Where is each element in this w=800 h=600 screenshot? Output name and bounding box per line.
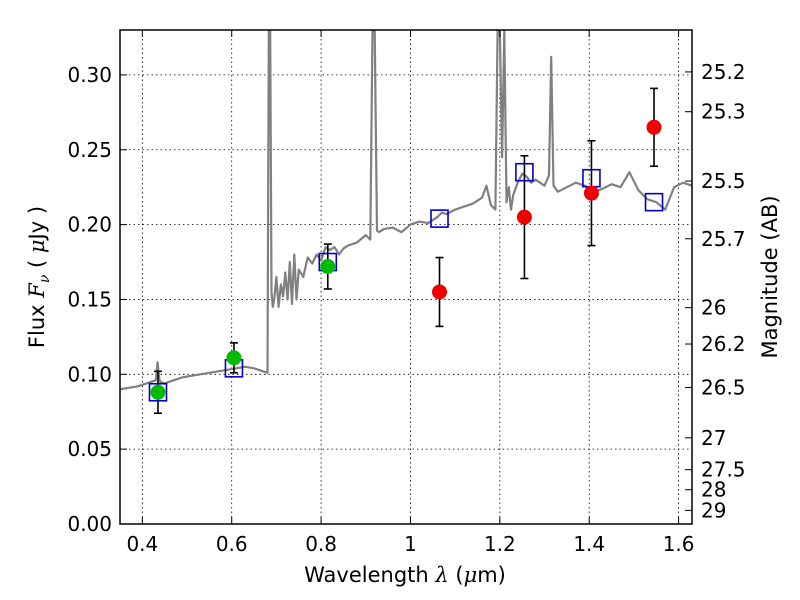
axis-ticks: 0.4 0.6 0.8 1 1.2 1.4 1.6 0.00 0.05 0.10 0.15 0.20 0…	[67, 30, 746, 556]
y2-axis-label: Magnitude (AB)	[758, 195, 782, 358]
mag-tick-label: 27	[701, 426, 726, 450]
mag-tick-label: 25.2	[701, 60, 746, 84]
measured-data-point	[646, 119, 662, 135]
mag-tick-label: 26.5	[701, 375, 746, 399]
model-photometry-marker	[148, 382, 168, 402]
y-tick-label: 0.10	[67, 362, 112, 386]
x-tick-label: 0.6	[216, 532, 248, 556]
model-photometry-marker	[430, 209, 449, 228]
mag-tick-label: 29	[701, 498, 726, 522]
x-tick-label: 1.6	[663, 532, 695, 556]
y-tick-label: 0.05	[67, 437, 112, 461]
mag-tick-label: 28	[701, 478, 726, 502]
model-spectrum-line	[120, 30, 692, 391]
x-tick-label: 1.4	[573, 532, 605, 556]
y-tick-label: 0.15	[67, 287, 112, 311]
x-tick-label: 0.4	[126, 532, 158, 556]
measured-data-point	[516, 209, 532, 225]
x-tick-label: 0.8	[305, 532, 337, 556]
x-axis-label: Wavelength λ (μm)	[304, 563, 506, 587]
model-photometry-marker	[644, 192, 664, 212]
model-photometry-marker	[515, 162, 534, 182]
x-tick-label: 1	[404, 532, 417, 556]
detected-data-point	[320, 259, 336, 275]
x-tick-label: 1.2	[484, 532, 516, 556]
measured-data-point	[432, 284, 448, 300]
plot-area	[120, 30, 692, 415]
mag-tick-label: 26.2	[701, 332, 746, 356]
detected-data-point	[226, 350, 242, 366]
y-tick-label: 0.20	[67, 213, 112, 237]
mag-tick-label: 25.5	[701, 169, 746, 193]
measured-data-point	[583, 185, 599, 201]
mag-tick-label: 25.3	[701, 100, 746, 124]
plot-frame	[119, 29, 693, 525]
y-tick-label: 0.30	[67, 63, 112, 87]
mag-tick-label: 27.5	[701, 458, 746, 482]
y-tick-label: 0.25	[67, 138, 112, 162]
y-axis-label: Flux Fν ( μJy )	[25, 206, 53, 348]
mag-tick-label: 26	[701, 296, 726, 320]
y-tick-label: 0.00	[67, 512, 112, 536]
mag-tick-label: 25.7	[701, 227, 746, 251]
detected-data-point	[150, 384, 166, 400]
